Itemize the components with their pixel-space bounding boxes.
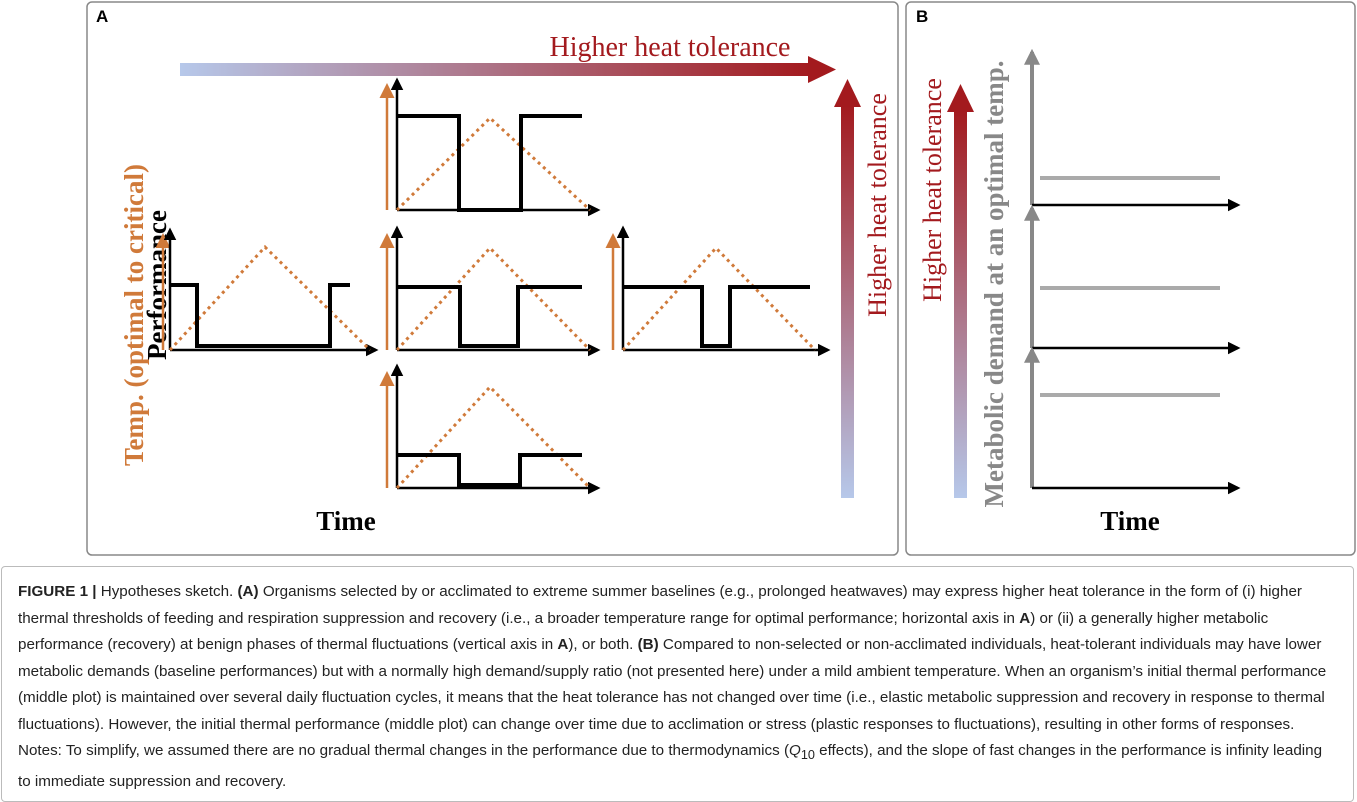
caption-subscript: 10 bbox=[800, 748, 815, 763]
mini-plots bbox=[155, 77, 831, 495]
right-arrow-label: Higher heat tolerance bbox=[863, 93, 892, 317]
plot-middle bbox=[379, 225, 601, 357]
caption: FIGURE 1 | Hypotheses sketch. (A) Organi… bbox=[1, 566, 1354, 802]
arrow-head bbox=[834, 79, 861, 107]
top-arrow-label: Higher heat tolerance bbox=[550, 32, 791, 63]
caption-italic: Q bbox=[789, 742, 801, 759]
caption-bold: (A) bbox=[237, 583, 259, 600]
plot-top bbox=[379, 77, 601, 217]
x-label: Time bbox=[316, 506, 376, 536]
panel-a-frame bbox=[86, 1, 899, 556]
panel-label: B bbox=[916, 7, 928, 26]
caption-text: ), or both. bbox=[568, 636, 638, 653]
panel-b-frame bbox=[905, 1, 1356, 556]
left-arrow bbox=[954, 110, 967, 498]
y-label-perf: Performance bbox=[142, 210, 172, 360]
caption-text: Hypotheses sketch. bbox=[96, 583, 238, 600]
x-label: Time bbox=[1100, 506, 1160, 536]
y-label: Metabolic demand at an optimal temp. bbox=[979, 61, 1009, 508]
caption-bold: A bbox=[557, 636, 569, 653]
figure: A B Higher heat tolerance Higher heat to… bbox=[86, 1, 1356, 556]
left-arrow-label: Higher heat tolerance bbox=[918, 78, 947, 302]
caption-figure-label: FIGURE 1 | bbox=[18, 583, 97, 600]
arrow-head bbox=[947, 84, 974, 112]
top-arrow bbox=[180, 63, 810, 76]
caption-text: Organisms selected by or acclimated to e… bbox=[18, 583, 1302, 627]
caption-text: ) or (ii) a generally higher metabolic p… bbox=[18, 609, 1269, 654]
y-label-temp: Temp. (optimal to critical) bbox=[119, 164, 149, 466]
caption-bold: A bbox=[1019, 609, 1031, 627]
panel-label: A bbox=[96, 7, 108, 26]
right-arrow bbox=[841, 105, 854, 498]
plot-right bbox=[605, 225, 831, 357]
caption-text: Compared to non-selected or non-acclimat… bbox=[18, 636, 1327, 759]
plot-left bbox=[155, 227, 379, 357]
caption-text: effects), and the slope of fast changes … bbox=[18, 742, 1323, 790]
caption-bold: (B) bbox=[637, 636, 659, 653]
plot-bottom bbox=[379, 363, 601, 495]
arrow-head bbox=[808, 56, 836, 83]
mini-plots-b bbox=[1024, 48, 1241, 495]
